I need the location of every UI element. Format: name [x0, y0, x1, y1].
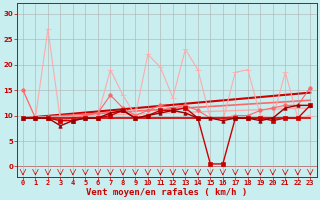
X-axis label: Vent moyen/en rafales ( km/h ): Vent moyen/en rafales ( km/h ) [86, 188, 247, 197]
